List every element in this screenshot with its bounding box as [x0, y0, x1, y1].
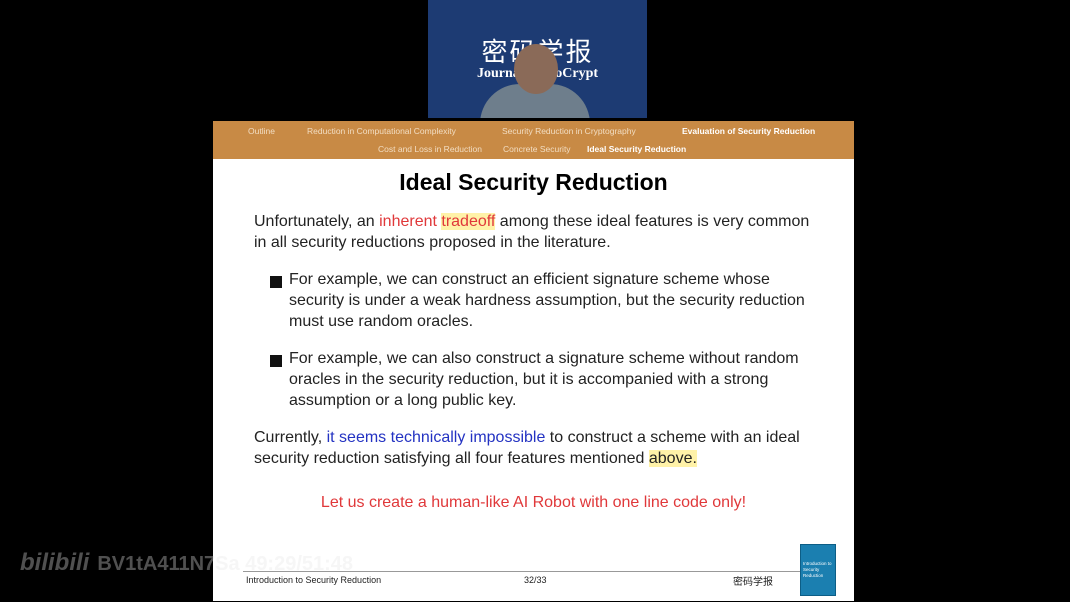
- paragraph-tradeoff: Unfortunately, an inherent tradeoff amon…: [254, 211, 816, 253]
- presentation-slide: Outline Reduction in Computational Compl…: [213, 121, 854, 601]
- nav-concrete-security[interactable]: Concrete Security: [503, 144, 571, 154]
- nav-cost-loss[interactable]: Cost and Loss in Reduction: [378, 144, 482, 154]
- nav-row-sections: Outline Reduction in Computational Compl…: [213, 126, 854, 140]
- video-watermark: bilibili BV1tA411N7Sa 49:29/51:48: [20, 549, 353, 577]
- nav-row-subsections: Cost and Loss in Reduction Concrete Secu…: [213, 144, 854, 158]
- bullet-item-2: For example, we can also construct a sig…: [289, 350, 799, 409]
- para2-text-1: Currently,: [254, 429, 327, 446]
- bullet-item-1: For example, we can construct an efficie…: [289, 271, 805, 330]
- paragraph-currently: Currently, it seems technically impossib…: [254, 427, 816, 469]
- nav-ideal-security-reduction[interactable]: Ideal Security Reduction: [587, 144, 687, 154]
- nav-evaluation-security-reduction[interactable]: Evaluation of Security Reduction: [682, 126, 816, 136]
- slide-title: Ideal Security Reduction: [399, 169, 668, 195]
- webcam-video: 密码学报 Journal of WoCrypt: [428, 0, 647, 118]
- footer-page-number: 32/33: [524, 575, 547, 585]
- watermark-text: BV1tA411N7Sa 49:29/51:48: [97, 553, 354, 575]
- book-cover-title: Introduction to Security Reduction: [803, 561, 832, 578]
- footer-divider: [243, 571, 803, 572]
- para1-inherent: inherent: [379, 213, 442, 230]
- nav-security-reduction-crypto[interactable]: Security Reduction in Cryptography: [502, 126, 636, 136]
- bullet-marker: [270, 355, 282, 367]
- para2-text-2: to construct a scheme with an ideal secu…: [254, 429, 800, 467]
- book-cover-image: Introduction to Security Reduction: [800, 544, 836, 596]
- para1-text-1: Unfortunately, an: [254, 213, 380, 230]
- footer-journal-logo: 密码学报: [733, 577, 773, 588]
- para2-above-highlight: above.: [648, 450, 697, 467]
- nav-outline[interactable]: Outline: [248, 126, 275, 136]
- para2-impossible: it seems technically impossible: [326, 429, 546, 446]
- presenter-head: [514, 44, 558, 94]
- slide-navigation-bar: Outline Reduction in Computational Compl…: [213, 121, 854, 159]
- para1-text-2: among these ideal features is very commo…: [254, 213, 810, 251]
- bullet-marker: [270, 276, 282, 288]
- footer-title: Introduction to Security Reduction: [246, 575, 382, 585]
- para1-tradeoff-highlight: tradeoff: [441, 213, 496, 230]
- bilibili-logo: bilibili: [20, 549, 90, 576]
- robot-line: Let us create a human-like AI Robot with…: [320, 494, 747, 511]
- nav-reduction-complexity[interactable]: Reduction in Computational Complexity: [307, 126, 456, 136]
